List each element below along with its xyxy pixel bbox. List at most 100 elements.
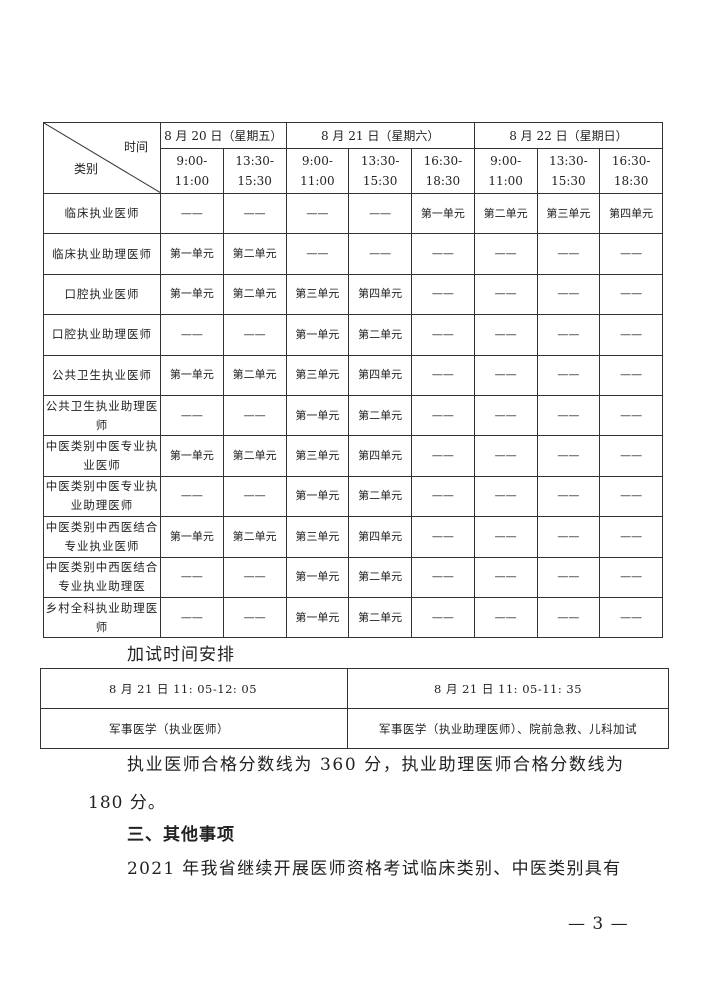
schedule-cell: —— — [599, 556, 664, 598]
schedule-cell: 第一单元 — [285, 394, 350, 437]
time-slot-header: 9:00- 11:00 — [285, 148, 350, 194]
schedule-cell: 第三单元 — [536, 192, 601, 235]
time-slot-header: 13:30- 15:30 — [536, 148, 601, 194]
schedule-cell: —— — [473, 314, 538, 356]
time-slot-header: 13:30- 15:30 — [222, 148, 287, 194]
schedule-cell: 第二单元 — [473, 192, 538, 235]
schedule-cell: —— — [285, 192, 350, 235]
schedule-cell: 第四单元 — [348, 273, 413, 316]
time-slot-header: 13:30- 15:30 — [348, 148, 413, 194]
time-slot-header: 9:00- 11:00 — [160, 148, 224, 194]
schedule-cell: —— — [473, 516, 538, 558]
schedule-cell: —— — [411, 435, 475, 477]
table-row: 中医类别中西医结合专业执业医师 第一单元 第二单元 第三单元 第四单元 —— —— —— —— — [43, 516, 664, 558]
schedule-cell: 第三单元 — [285, 435, 350, 477]
schedule-cell: —— — [536, 354, 601, 396]
exam-schedule-table: 时间 类别 8 月 20 日（星期五） 8 月 21 日（星期六） 8 月 22… — [43, 122, 664, 639]
category-cell: 口腔执业助理医师 — [43, 314, 161, 356]
category-cell: 乡村全科执业助理医师 — [43, 596, 161, 639]
schedule-cell: —— — [536, 556, 601, 598]
extra-subject: 军事医学（执业助理医师）、院前急救、儿科加试 — [347, 708, 669, 749]
section-heading: 三、其他事项 — [127, 825, 235, 845]
schedule-cell: 第四单元 — [348, 516, 413, 558]
schedule-cell: —— — [473, 596, 538, 639]
schedule-cell: —— — [599, 596, 664, 639]
table-row: 临床执业医师 —— —— —— —— 第一单元 第二单元 第三单元 第四单元 — [43, 192, 664, 235]
schedule-cell: —— — [411, 314, 475, 356]
category-cell: 中医类别中西医结合专业执业助理医 — [43, 556, 161, 598]
extra-subject: 军事医学（执业医师） — [40, 708, 348, 749]
schedule-cell: —— — [599, 516, 664, 558]
schedule-cell: —— — [348, 192, 413, 235]
schedule-cell: —— — [348, 233, 413, 275]
schedule-cell: —— — [599, 314, 664, 356]
time-slot-header: 16:30- 18:30 — [599, 148, 664, 194]
category-cell: 临床执业医师 — [43, 192, 161, 235]
category-cell: 临床执业助理医师 — [43, 233, 161, 275]
table-row: 公共卫生执业医师 第一单元 第二单元 第三单元 第四单元 —— —— —— —— — [43, 354, 664, 396]
schedule-cell: 第一单元 — [160, 516, 224, 558]
schedule-cell: —— — [411, 354, 475, 396]
table-row: 临床执业助理医师 第一单元 第二单元 —— —— —— —— —— —— — [43, 233, 664, 275]
table-row: 中医类别中西医结合专业执业助理医 —— —— 第一单元 第二单元 —— —— —— —— — [43, 556, 664, 598]
schedule-cell: —— — [411, 556, 475, 598]
schedule-cell: 第三单元 — [285, 273, 350, 316]
schedule-cell: 第一单元 — [160, 354, 224, 396]
category-label: 类别 — [74, 162, 99, 176]
table-row: 公共卫生执业助理医师 —— —— 第一单元 第二单元 —— —— —— —— — [43, 394, 664, 437]
schedule-cell: 第二单元 — [348, 475, 413, 518]
schedule-cell: —— — [285, 233, 350, 275]
table-row: 口腔执业助理医师 —— —— 第一单元 第二单元 —— —— —— —— — [43, 314, 664, 356]
schedule-cell: 第一单元 — [160, 435, 224, 477]
schedule-cell: —— — [222, 596, 287, 639]
schedule-cell: —— — [411, 394, 475, 437]
schedule-cell: —— — [599, 273, 664, 316]
schedule-cell: —— — [536, 314, 601, 356]
extra-exam-title: 加试时间安排 — [127, 645, 235, 665]
schedule-cell: 第四单元 — [348, 354, 413, 396]
schedule-cell: —— — [160, 314, 224, 356]
schedule-cell: 第二单元 — [348, 596, 413, 639]
schedule-cell: —— — [160, 394, 224, 437]
date-header: 8 月 21 日（星期六） — [285, 122, 475, 149]
extra-exam-table: 8 月 21 日 11: 05-12: 05 8 月 21 日 11: 05-1… — [40, 668, 669, 749]
schedule-cell: —— — [536, 596, 601, 639]
schedule-cell: —— — [411, 475, 475, 518]
table-row: 中医类别中医专业执业助理医师 —— —— 第一单元 第二单元 —— —— —— —— — [43, 475, 664, 518]
date-header: 8 月 22 日（星期日） — [473, 122, 664, 149]
schedule-cell: 第一单元 — [285, 475, 350, 518]
table-row: 中医类别中医专业执业医师 第一单元 第二单元 第三单元 第四单元 —— —— —— —— — [43, 435, 664, 477]
extra-time: 8 月 21 日 11: 05-11: 35 — [347, 668, 669, 709]
schedule-cell: 第二单元 — [222, 435, 287, 477]
category-cell: 中医类别中医专业执业助理医师 — [43, 475, 161, 518]
schedule-cell: —— — [222, 394, 287, 437]
schedule-cell: —— — [473, 556, 538, 598]
schedule-cell: —— — [599, 233, 664, 275]
time-label: 时间 — [123, 140, 148, 154]
schedule-cell: —— — [599, 354, 664, 396]
paragraph-line: 2021 年我省继续开展医师资格考试临床类别、中医类别具有 — [127, 859, 622, 879]
schedule-cell: 第二单元 — [222, 354, 287, 396]
schedule-cell: 第二单元 — [348, 394, 413, 437]
schedule-cell: 第一单元 — [411, 192, 475, 235]
schedule-cell: 第二单元 — [348, 556, 413, 598]
schedule-cell: —— — [473, 233, 538, 275]
schedule-cell: —— — [222, 192, 287, 235]
schedule-cell: —— — [599, 435, 664, 477]
schedule-cell: —— — [473, 475, 538, 518]
schedule-cell: —— — [222, 556, 287, 598]
paragraph-line: 执业医师合格分数线为 360 分，执业助理医师合格分数线为 — [127, 755, 625, 775]
schedule-cell: —— — [473, 394, 538, 437]
schedule-cell: 第一单元 — [285, 596, 350, 639]
category-cell: 中医类别中西医结合专业执业医师 — [43, 516, 161, 558]
table-row: 口腔执业医师 第一单元 第二单元 第三单元 第四单元 —— —— —— —— — [43, 273, 664, 316]
paragraph-line: 180 分。 — [88, 793, 166, 813]
schedule-cell: —— — [536, 394, 601, 437]
schedule-cell: —— — [160, 475, 224, 518]
schedule-cell: —— — [536, 516, 601, 558]
schedule-cell: —— — [536, 475, 601, 518]
schedule-cell: —— — [536, 435, 601, 477]
schedule-cell: 第四单元 — [599, 192, 664, 235]
schedule-cell: —— — [536, 273, 601, 316]
